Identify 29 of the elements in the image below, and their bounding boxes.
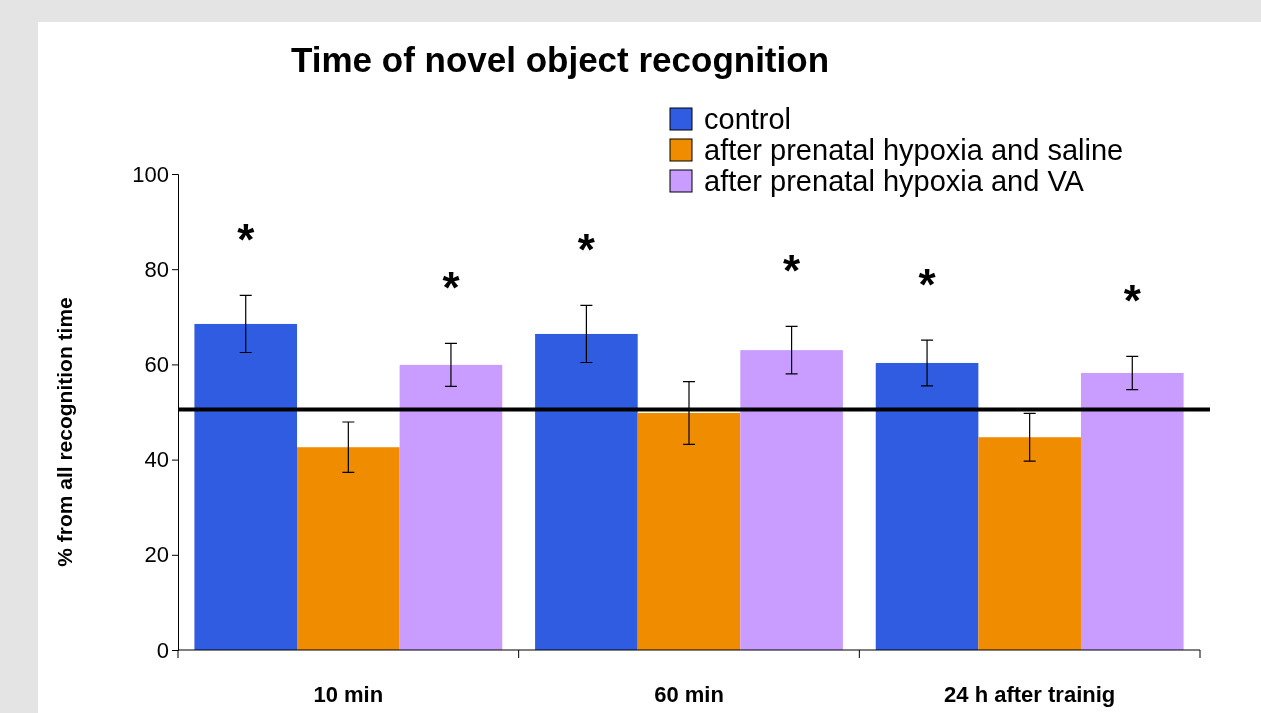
annotation: * [783, 246, 802, 296]
bar [194, 323, 298, 650]
y-tick-label: 100 [132, 161, 169, 187]
bar [637, 412, 741, 650]
y-tick-label: 60 [144, 351, 169, 377]
x-tick-label: 10 min [313, 682, 384, 707]
bar [399, 364, 503, 650]
bar [1080, 372, 1184, 650]
y-tick-label: 80 [144, 256, 169, 282]
x-tick-label: 24 h after trainig [944, 682, 1116, 707]
annotation: * [918, 260, 937, 310]
bar [875, 362, 979, 650]
y-tick-label: 0 [156, 637, 169, 663]
bar [978, 437, 1081, 650]
bar [535, 333, 638, 650]
bar [740, 350, 843, 650]
chart-title: Time of novel object recognition [290, 40, 830, 79]
legend-label: after prenatal hypoxia and VA [704, 165, 1085, 197]
y-tick-label: 20 [144, 542, 169, 568]
annotation: * [237, 215, 256, 265]
y-tick-label: 40 [144, 447, 169, 473]
y-axis-title: % from all recognition time [53, 297, 76, 567]
legend-label: control [704, 103, 792, 135]
annotation: * [1123, 276, 1142, 326]
legend-label: after prenatal hypoxia and saline [704, 134, 1124, 166]
annotation: * [442, 263, 461, 313]
annotation: * [577, 225, 596, 275]
x-tick-label: 60 min [654, 682, 724, 707]
bar [297, 447, 400, 650]
